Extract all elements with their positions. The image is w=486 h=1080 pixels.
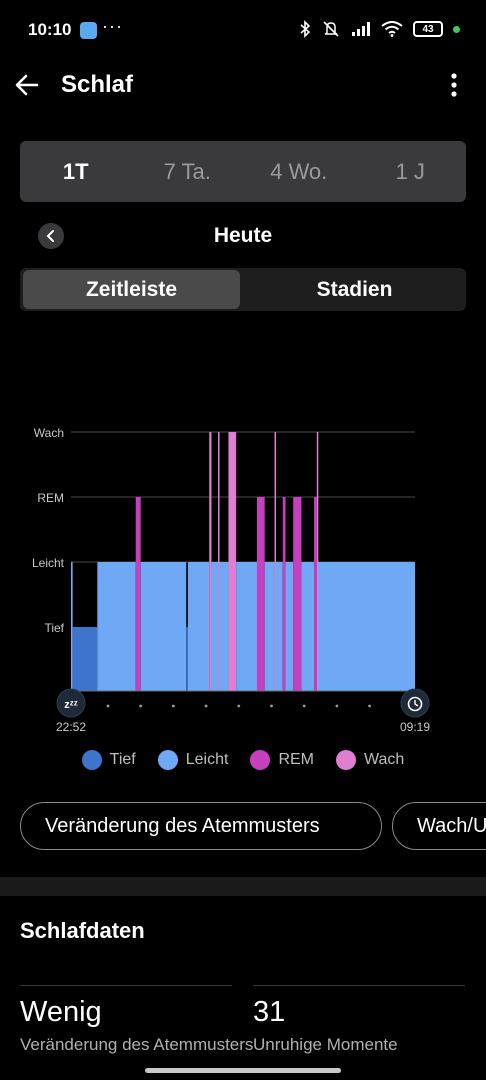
y-label-tief: Tief (44, 621, 64, 635)
chip-wach-unruhig[interactable]: Wach/Unruhig (392, 802, 486, 850)
sleep-segment-rem (282, 497, 286, 691)
sleep-segment-leicht (285, 562, 294, 691)
legend-dot-leicht (157, 750, 178, 770)
legend-label-tief: Tief (109, 751, 136, 768)
y-label-leicht: Leicht (32, 556, 65, 570)
status-time: 10:10 (28, 20, 72, 39)
axis-dot (335, 704, 339, 708)
range-selector: 1T 7 Ta. 4 Wo. 1 J (20, 141, 466, 202)
sleep-segment-wach (316, 432, 319, 691)
app-bar: Schlaf (0, 62, 486, 110)
legend-dot-wach (336, 750, 357, 770)
more-options-icon[interactable] (450, 72, 458, 98)
sleep-segment-tief (72, 627, 98, 691)
day-navigation: Heute (0, 222, 486, 252)
section-title: Schlafdaten (20, 918, 145, 943)
range-tab-1t[interactable]: 1T (62, 158, 89, 184)
app-notification-icon (80, 22, 97, 39)
axis-dot (204, 704, 208, 708)
home-indicator[interactable] (145, 1068, 341, 1073)
alarm-icon-face (407, 696, 423, 712)
sleep-segment-wach (209, 432, 212, 691)
sleep-segment-rem (314, 497, 317, 691)
wifi-icon (381, 21, 403, 37)
sleep-start-icon (56, 688, 86, 718)
stat-value: Wenig (20, 996, 102, 1028)
sleep-segment-rem (293, 497, 302, 691)
bluetooth-icon (300, 20, 311, 38)
alarm-icon-hands (414, 700, 419, 707)
y-label-wach: Wach (34, 426, 64, 440)
axis-dot (270, 704, 273, 708)
legend-dot-tief (81, 750, 102, 770)
mute-icon (323, 21, 339, 37)
y-label-rem: REM (37, 491, 64, 505)
sleep-segment-leicht (236, 562, 257, 691)
x-label-end: 09:19 (400, 720, 430, 734)
legend-item-tief: Tief (81, 750, 136, 770)
axis-dot (106, 704, 110, 708)
chevron-left-icon (46, 230, 54, 242)
x-label-start: 22:52 (56, 720, 86, 734)
battery-icon: 43 (413, 21, 443, 37)
sleep-segment-leicht (140, 562, 187, 691)
sleep-segment-wach (228, 432, 237, 691)
sleep-segment-leicht (71, 562, 73, 691)
status-bar: 10:10 ··· 43 (0, 0, 486, 62)
privacy-indicator-icon (453, 25, 460, 33)
toggle-stadien[interactable]: Stadien (316, 277, 393, 301)
sleep-segment-leicht (317, 562, 415, 691)
signal-icon (352, 22, 370, 36)
legend-label-leicht: Leicht (185, 751, 229, 768)
page-title: Schlaf (61, 71, 134, 98)
range-tab-7ta[interactable]: 7 Ta. (163, 158, 211, 184)
sleep-segment-leicht (264, 562, 275, 691)
range-tab-4wo[interactable]: 4 Wo. (270, 158, 328, 184)
sleep-segment-wach (218, 432, 220, 691)
sleep-segment-rem (256, 497, 265, 691)
day-label: Heute (213, 224, 273, 247)
sleep-segment-leicht (275, 562, 283, 691)
sleep-segment-leicht (219, 562, 229, 691)
sleep-segment-wach (274, 432, 277, 691)
axis-dot (237, 704, 241, 708)
sleep-segment-leicht (211, 562, 219, 691)
axis-dot (139, 704, 143, 708)
section-divider (0, 877, 486, 896)
chart-legend: Tief Leicht REM Wach (0, 750, 486, 770)
legend-label-wach: Wach (364, 751, 405, 768)
sleep-segment-tief (186, 627, 188, 691)
legend-dot-rem (250, 750, 271, 770)
stat-value: 31 (253, 996, 286, 1028)
toggle-zeitleiste[interactable]: Zeitleiste (23, 270, 240, 309)
sleep-segment-rem (135, 497, 141, 691)
legend-label-rem: REM (278, 751, 315, 768)
status-icons: 43 (299, 20, 460, 38)
legend-item-rem: REM (250, 750, 314, 770)
sleep-timeline-chart: Tief Leicht REM Wach zᶻᶻ 22:52 09:19 (32, 426, 430, 734)
legend-item-leicht: Leicht (157, 750, 229, 770)
stat-label: Unruhige Momente (253, 1035, 398, 1054)
chip-atemmuster[interactable]: Veränderung des Atemmusters (20, 802, 382, 850)
back-arrow-icon[interactable] (14, 72, 40, 98)
range-tab-1j[interactable]: 1 J (395, 158, 425, 184)
previous-day-button[interactable] (38, 223, 64, 249)
legend-item-wach: Wach (336, 750, 404, 770)
stat-label: Veränderung des Atemmusters (20, 1035, 254, 1054)
more-notifications-icon: ··· (102, 16, 123, 36)
axis-dot (368, 704, 371, 708)
sleep-start-icon-glyph: zᶻᶻ (64, 699, 77, 711)
view-toggle: Zeitleiste Stadien (20, 268, 466, 311)
axis-dot (302, 704, 306, 708)
stat-unruhige-momente[interactable]: 31 Unruhige Momente (253, 985, 465, 1055)
chip-row: Veränderung des Atemmusters Wach/Unruhig (20, 802, 486, 850)
sleep-segment-leicht (97, 562, 136, 691)
sleep-segment-leicht (301, 562, 315, 691)
stat-atemmuster[interactable]: Wenig Veränderung des Atemmusters (20, 985, 254, 1055)
sleep-segment-leicht (187, 562, 210, 691)
axis-dot (172, 704, 175, 708)
